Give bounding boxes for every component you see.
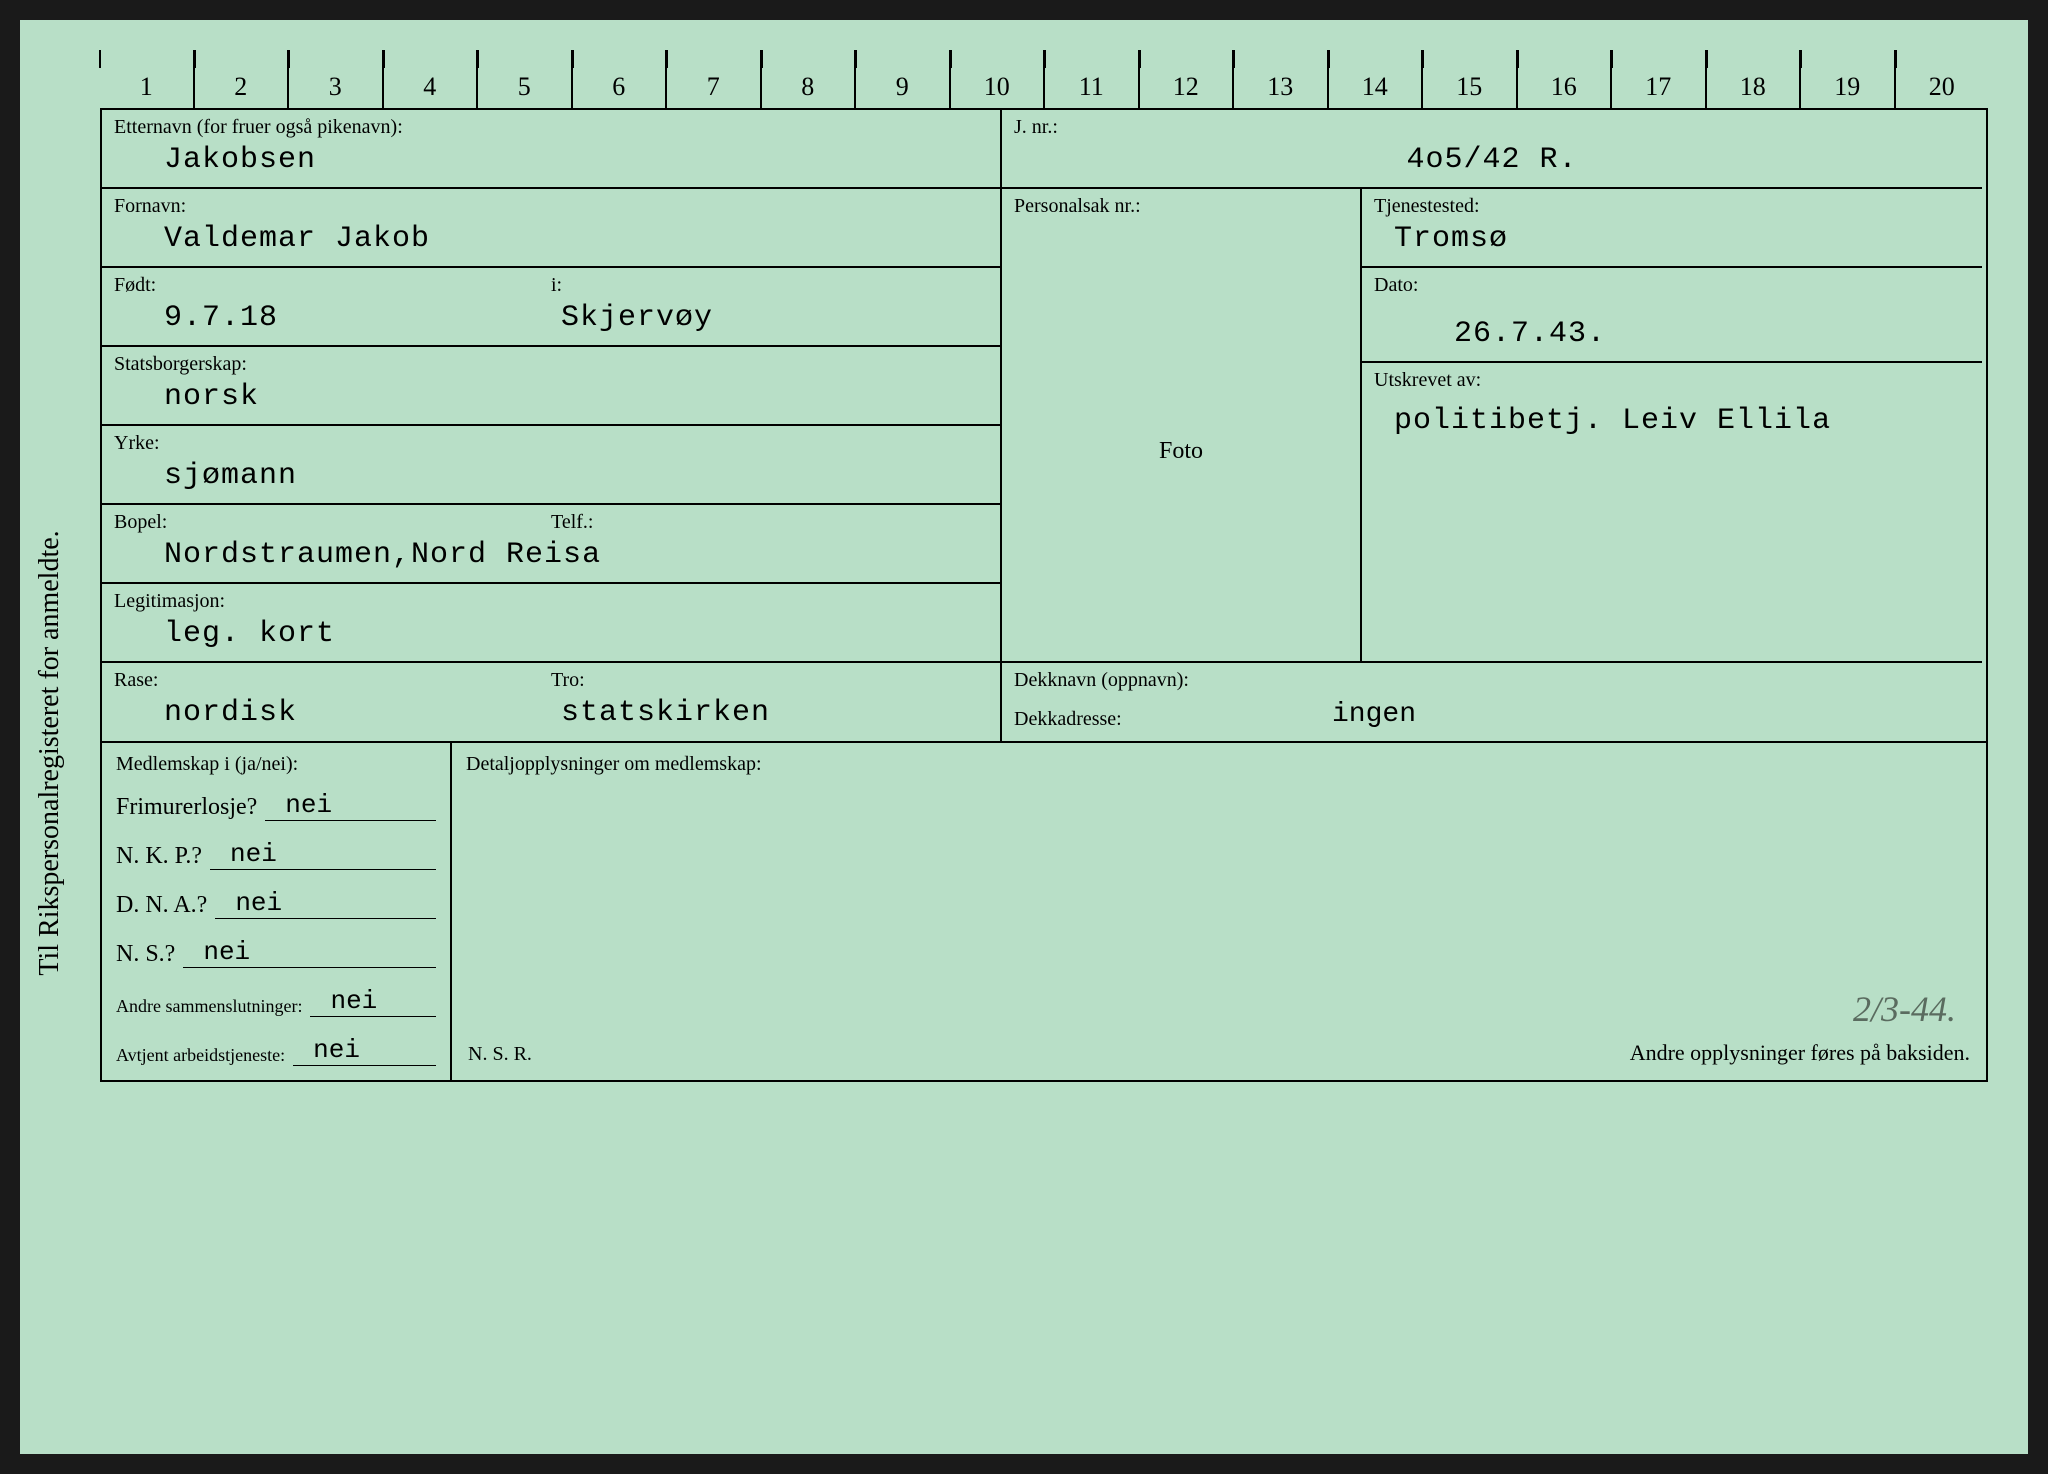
ruler-cell: 8 [760,50,855,108]
ruler-cell: 6 [571,50,666,108]
value-tro: statskirken [561,696,988,730]
value-statsborgerskap: norsk [164,380,988,414]
membership-row: N. K. P.? nei [116,839,436,870]
label-dato: Dato: [1374,274,1970,297]
value-rase: nordisk [164,696,551,730]
field-dekknavn: Dekknavn (oppnavn): Dekkadresse: ingen [1002,663,1982,741]
value-fornavn: Valdemar Jakob [164,222,988,256]
value-frimurer: nei [265,790,436,821]
label-detail-header: Detaljopplysninger om medlemskap: [466,753,1972,776]
label-tro: Tro: [551,669,988,692]
label-statsborgerskap: Statsborgerskap: [114,353,988,376]
ruler-cell: 18 [1705,50,1800,108]
ruler-cell: 17 [1610,50,1705,108]
membership-row: D. N. A.? nei [116,888,436,919]
label-frimurer: Frimurerlosje? [116,794,257,821]
ruler-cell: 16 [1516,50,1611,108]
membership-row: N. S.? nei [116,937,436,968]
label-legitimasjon: Legitimasjon: [114,590,988,613]
label-andre: Andre sammenslutninger: [116,997,302,1017]
value-utskrevet: politibetj. Leiv Ellila [1394,402,1970,441]
field-yrke: Yrke: sjømann [102,426,1002,505]
label-jnr: J. nr.: [1014,116,1970,139]
label-personalsak: Personalsak nr.: [1014,195,1348,218]
field-rase-tro: Rase: nordisk Tro: statskirken [102,663,1002,741]
ruler-cell: 10 [949,50,1044,108]
value-avtjent: nei [293,1035,436,1066]
field-bopel-wrap: Bopel: Telf.: Nordstraumen,Nord Reisa Le… [102,505,1002,663]
value-yrke: sjømann [164,459,988,493]
field-dato: Dato: 26.7.43. [1362,268,1982,363]
value-bopel: Nordstraumen,Nord Reisa [164,538,988,572]
label-rase: Rase: [114,669,551,692]
ruler-cell: 3 [287,50,382,108]
value-legitimasjon: leg. kort [164,617,988,651]
bottom-note: Andre opplysninger føres på baksiden. [1630,1040,1970,1066]
label-avtjent: Avtjent arbeidstjeneste: [116,1046,285,1066]
value-fodt-i: Skjervøy [561,301,988,335]
value-dato: 26.7.43. [1454,317,1970,351]
ruler-cell: 1 [100,50,193,108]
label-etternavn: Etternavn (for fruer også pikenavn): [114,116,988,139]
right-column: Tjenestested: Tromsø Dato: 26.7.43. Utsk… [1362,189,1982,663]
ruler-cell: 4 [382,50,477,108]
ruler-row: 1 2 3 4 5 6 7 8 9 10 11 12 13 14 15 16 1… [100,50,1988,110]
label-telf: Telf.: [551,511,988,534]
membership-row: Avtjent arbeidstjeneste: nei [116,1035,436,1066]
value-tjenestested: Tromsø [1394,222,1970,256]
value-andre: nei [310,986,436,1017]
foto-placeholder: Foto [1014,438,1348,465]
field-utskrevet: Utskrevet av: politibetj. Leiv Ellila [1362,363,1982,661]
registry-card: Til Rikspersonalregisteret for anmeldte.… [20,20,2028,1454]
label-utskrevet: Utskrevet av: [1374,369,1970,392]
value-dekknavn: ingen [1332,699,1416,730]
ruler-cell: 9 [854,50,949,108]
label-tjenestested: Tjenestested: [1374,195,1970,218]
value-fodt: 9.7.18 [164,301,551,335]
label-bopel: Bopel: [114,511,551,534]
vertical-title: Til Rikspersonalregisteret for anmeldte. [34,530,66,975]
ruler-cell: 13 [1232,50,1327,108]
value-nkp: nei [210,839,436,870]
nsr-label: N. S. R. [468,1043,532,1066]
value-etternavn: Jakobsen [164,143,988,177]
label-nkp: N. K. P.? [116,843,202,870]
ruler-cell: 19 [1799,50,1894,108]
label-dekkadresse: Dekkadresse: [1014,708,1970,731]
ruler-cell: 15 [1421,50,1516,108]
field-fodt: Født: 9.7.18 i: Skjervøy [102,268,1002,347]
ruler-cell: 11 [1043,50,1138,108]
form-grid: Etternavn (for fruer også pikenavn): Jak… [100,110,1988,743]
field-fornavn: Fornavn: Valdemar Jakob [102,189,1002,268]
field-personalsak: Personalsak nr.: Foto [1002,189,1362,663]
label-dekknavn: Dekknavn (oppnavn): [1014,669,1970,692]
label-fodt: Født: [114,274,551,297]
field-jnr: J. nr.: 4o5/42 R. [1002,110,1982,189]
label-ns: N. S.? [116,941,175,968]
membership-left: Medlemskap i (ja/nei): Frimurerlosje? ne… [102,743,452,1080]
ruler-cell: 14 [1327,50,1422,108]
value-jnr: 4o5/42 R. [1014,143,1970,177]
field-tjenestested: Tjenestested: Tromsø [1362,189,1982,268]
membership-row: Andre sammenslutninger: nei [116,986,436,1017]
ruler-cell: 5 [476,50,571,108]
ruler-cell: 2 [193,50,288,108]
value-ns: nei [183,937,436,968]
label-fornavn: Fornavn: [114,195,988,218]
ruler-cell: 12 [1138,50,1233,108]
label-fodt-i: i: [551,274,988,297]
label-yrke: Yrke: [114,432,988,455]
value-dna: nei [215,888,436,919]
membership-section: Medlemskap i (ja/nei): Frimurerlosje? ne… [100,743,1988,1082]
ruler-cell: 7 [665,50,760,108]
handwritten-date: 2/3-44. [1853,988,1956,1030]
label-membership-header: Medlemskap i (ja/nei): [116,753,436,776]
label-dna: D. N. A.? [116,892,207,919]
ruler-cell: 20 [1894,50,1989,108]
field-etternavn: Etternavn (for fruer også pikenavn): Jak… [102,110,1002,189]
membership-row: Frimurerlosje? nei [116,790,436,821]
membership-right: Detaljopplysninger om medlemskap: N. S. … [452,743,1986,1080]
field-statsborgerskap: Statsborgerskap: norsk [102,347,1002,426]
